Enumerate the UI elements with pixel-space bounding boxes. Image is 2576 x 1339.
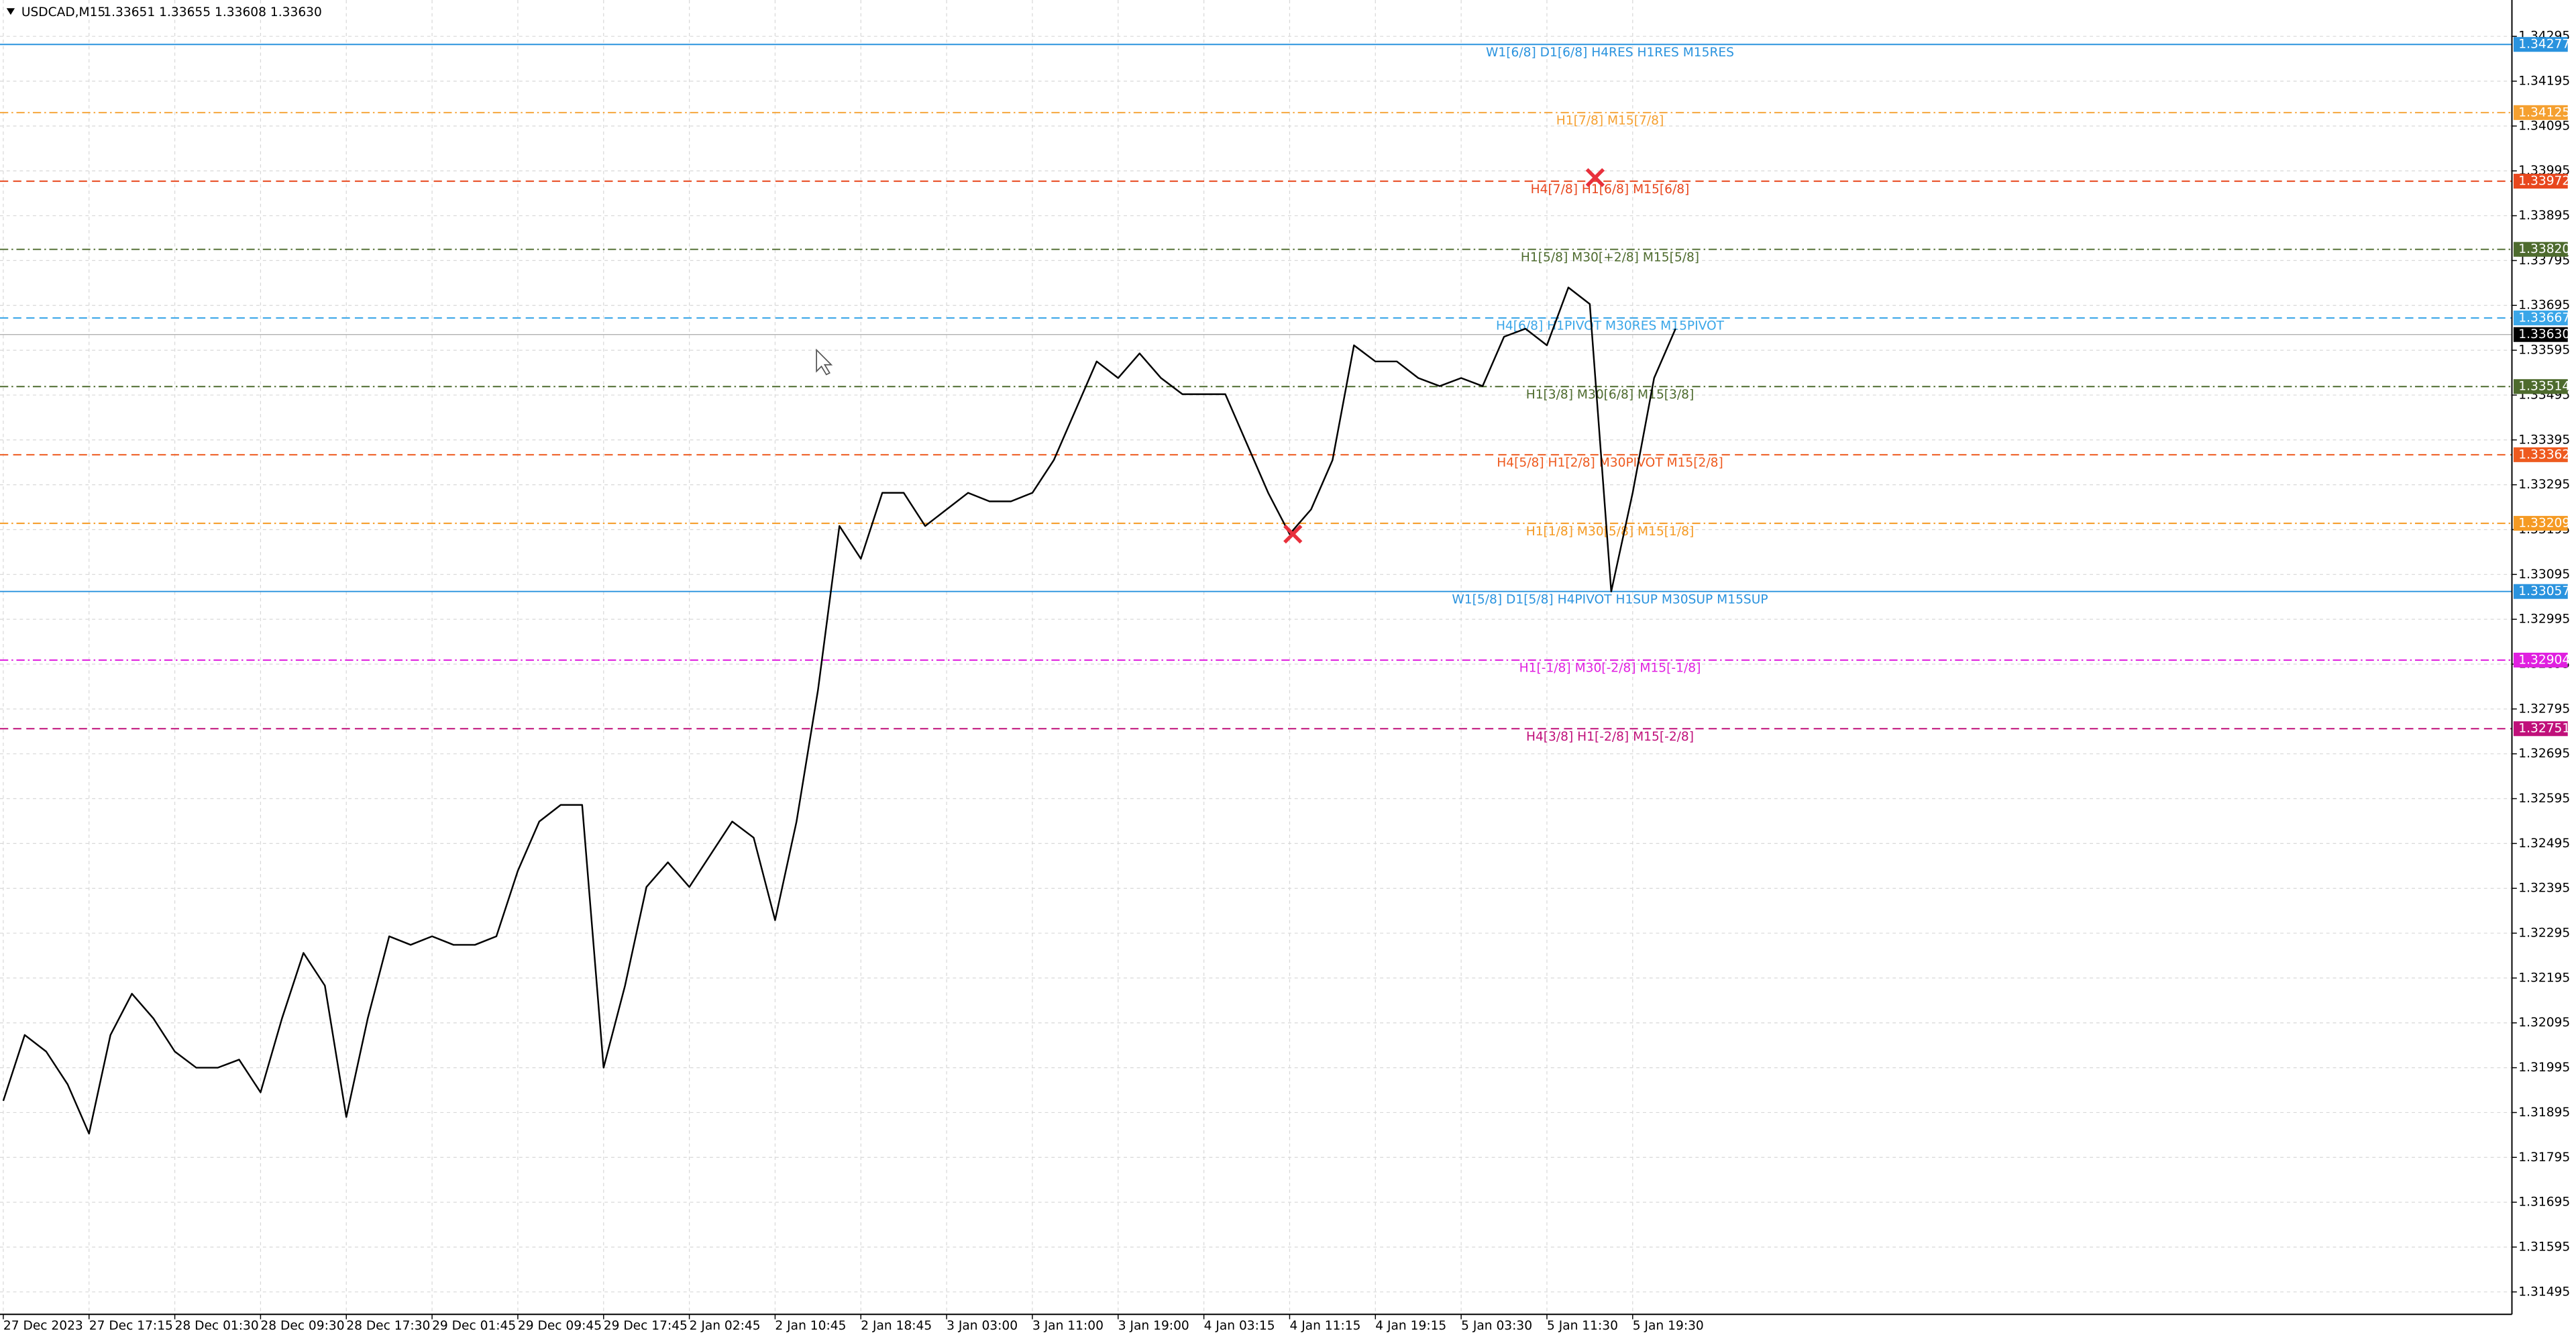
x-tick-label: 2 Jan 18:45 — [861, 1319, 932, 1333]
y-tick-label: 1.33895 — [2518, 209, 2570, 223]
level-price: 1.33667 — [2518, 311, 2570, 325]
y-tick-label: 1.32495 — [2518, 837, 2570, 851]
y-tick-label: 1.32095 — [2518, 1016, 2570, 1030]
level-price-box — [2513, 447, 2568, 462]
level-price: 1.33820 — [2518, 242, 2570, 256]
x-tick-label: 4 Jan 11:15 — [1289, 1319, 1360, 1333]
plot — [2, 168, 1676, 1135]
level-price-box — [2513, 310, 2568, 325]
menu-arrow[interactable] — [6, 8, 15, 15]
x-tick-label: 4 Jan 03:15 — [1204, 1319, 1275, 1333]
x-tick-label: 2 Jan 10:45 — [775, 1319, 846, 1333]
axis: 1.342951.341951.340951.339951.338951.337… — [3, 30, 2570, 1333]
level-price: 1.33972 — [2518, 174, 2570, 189]
x-tick-label: 28 Dec 17:30 — [346, 1319, 430, 1333]
price-line — [2, 286, 1676, 1135]
y-tick-label: 1.32595 — [2518, 792, 2570, 806]
current-price-label: 1.33630 — [2518, 327, 2570, 341]
y-tick-label: 1.31595 — [2518, 1240, 2570, 1254]
level-text: H1[1/8] M30[5/8] M15[1/8] — [1526, 525, 1695, 539]
level-price: 1.32904 — [2518, 653, 2570, 667]
x-tick-label: 5 Jan 03:30 — [1461, 1319, 1532, 1333]
x-tick-label: 3 Jan 19:00 — [1118, 1319, 1189, 1333]
y-tick-label: 1.32795 — [2518, 702, 2570, 716]
y-tick-label: 1.33095 — [2518, 568, 2570, 582]
y-tick-label: 1.31795 — [2518, 1150, 2570, 1165]
level-price-box — [2513, 37, 2568, 52]
level-text: H4[7/8] H1[6/8] M15[6/8] — [1531, 182, 1690, 197]
level-price: 1.32751 — [2518, 722, 2570, 736]
y-tick-label: 1.34195 — [2518, 74, 2570, 89]
level-price: 1.34277 — [2518, 38, 2570, 52]
y-tick-label: 1.33595 — [2518, 343, 2570, 358]
level-price-box — [2513, 584, 2568, 599]
x-tick-label: 27 Dec 17:15 — [89, 1319, 173, 1333]
y-tick-label: 1.32195 — [2518, 971, 2570, 985]
x-tick-label: 29 Dec 09:45 — [518, 1319, 602, 1333]
level-text: W1[5/8] D1[5/8] H4PIVOT H1SUP M30SUP M15… — [1452, 592, 1768, 606]
x-tick-label: 27 Dec 2023 — [3, 1319, 83, 1333]
x-tick-label: 3 Jan 03:00 — [947, 1319, 1018, 1333]
level-price: 1.33362 — [2518, 447, 2570, 462]
symbol: USDCAD,M15 — [21, 5, 105, 19]
level-text: H1[7/8] M15[7/8] — [1556, 114, 1664, 128]
y-tick-label: 1.31695 — [2518, 1195, 2570, 1210]
y-tick-label: 1.34095 — [2518, 119, 2570, 133]
x-tick-label: 5 Jan 19:30 — [1633, 1319, 1704, 1333]
level-text: H1[5/8] M30[+2/8] M15[5/8] — [1521, 250, 1699, 264]
y-tick-label: 1.32295 — [2518, 926, 2570, 941]
y-tick-label: 1.33295 — [2518, 478, 2570, 492]
y-tick-label: 1.31895 — [2518, 1106, 2570, 1120]
level-price-box — [2513, 721, 2568, 737]
x-tick-label: 29 Dec 17:45 — [604, 1319, 688, 1333]
grid — [0, 0, 2512, 1315]
y-tick-label: 1.31495 — [2518, 1285, 2570, 1299]
current-price-box — [2513, 327, 2568, 342]
level-price-box — [2513, 379, 2568, 394]
level-price: 1.33057 — [2518, 584, 2570, 598]
x-tick-label: 4 Jan 19:15 — [1375, 1319, 1446, 1333]
y-tick-label: 1.32395 — [2518, 881, 2570, 896]
x-tick-label: 2 Jan 02:45 — [690, 1319, 761, 1333]
level-price: 1.33209 — [2518, 517, 2570, 531]
level-price-box — [2513, 105, 2568, 120]
level-text: H1[3/8] M30[6/8] M15[3/8] — [1526, 388, 1695, 402]
x-tick-label: 5 Jan 11:30 — [1547, 1319, 1618, 1333]
x-tick-label: 28 Dec 01:30 — [175, 1319, 259, 1333]
y-tick-label: 1.33395 — [2518, 433, 2570, 447]
y-tick-label: 1.32995 — [2518, 612, 2570, 627]
level-text: H1[-1/8] M30[-2/8] M15[-1/8] — [1519, 661, 1701, 676]
level-price-box — [2513, 242, 2568, 257]
level-price-box — [2513, 652, 2568, 667]
marker-x — [1283, 524, 1303, 544]
cursor — [816, 348, 833, 376]
y-tick-label: 1.31995 — [2518, 1061, 2570, 1075]
x-tick-label: 28 Dec 09:30 — [260, 1319, 344, 1333]
marker-x — [1585, 168, 1605, 187]
level-text: H4[5/8] H1[2/8] M30PIVOT M15[2/8] — [1497, 456, 1723, 470]
y-tick-label: 1.33695 — [2518, 299, 2570, 313]
level-price-box — [2513, 174, 2568, 189]
y-tick-label: 1.32695 — [2518, 747, 2570, 761]
level-text: W1[6/8] D1[6/8] H4RES H1RES M15RES — [1486, 46, 1734, 60]
level-price-box — [2513, 516, 2568, 531]
level-text: H4[6/8] H1PIVOT M30RES M15PIVOT — [1496, 319, 1725, 333]
level-text: H4[3/8] H1[-2/8] M15[-2/8] — [1526, 730, 1694, 744]
level-price: 1.34125 — [2518, 105, 2570, 119]
x-tick-label: 3 Jan 11:00 — [1032, 1319, 1104, 1333]
level-price: 1.33514 — [2518, 380, 2570, 394]
levels: W1[6/8] D1[6/8] H4RES H1RES M15RES H1[7/8… — [0, 44, 2512, 744]
y-tick-label: 1.33795 — [2518, 254, 2570, 268]
quote: 1.33651 1.33655 1.33608 1.33630 — [103, 5, 322, 19]
x-tick-label: 29 Dec 01:45 — [432, 1319, 516, 1333]
